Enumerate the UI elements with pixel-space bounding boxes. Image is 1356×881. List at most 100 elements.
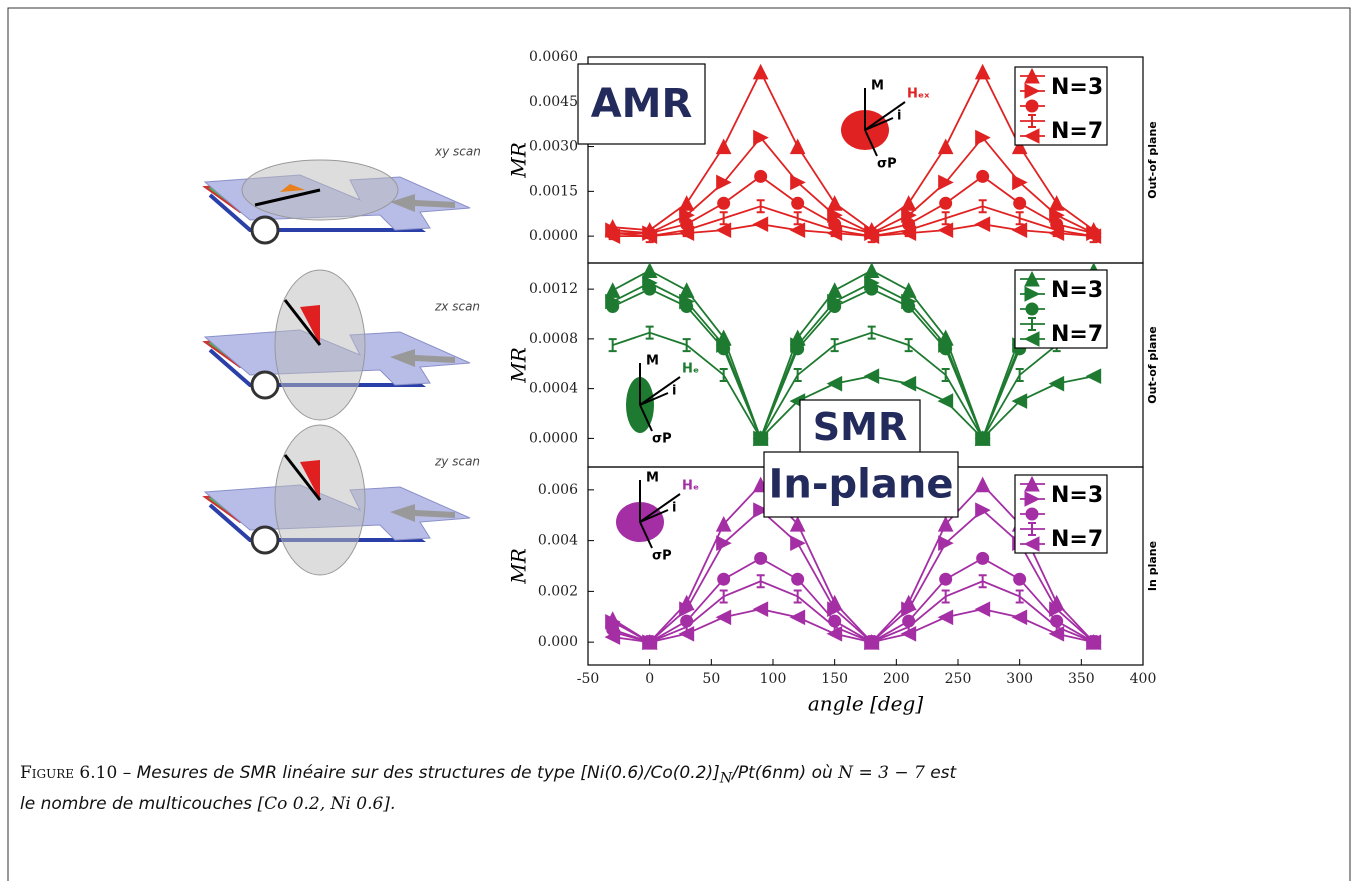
legend-marker — [1028, 114, 1036, 128]
marker — [719, 367, 728, 382]
marker — [978, 199, 987, 214]
marker — [752, 216, 769, 232]
marker — [1011, 393, 1028, 409]
inset-label: M — [646, 354, 659, 369]
y-tick-label: 0.000 — [538, 634, 578, 650]
marker — [1011, 138, 1028, 155]
series-line — [612, 483, 1095, 644]
legend-marker — [1024, 491, 1041, 507]
marker — [608, 338, 617, 353]
marker — [974, 476, 991, 493]
marker — [752, 430, 769, 447]
scan-label: zy scan — [434, 455, 480, 469]
voltmeter — [250, 370, 280, 400]
inset-axes — [639, 363, 681, 432]
marker — [863, 368, 880, 385]
annotation-box — [763, 451, 959, 518]
voltmeter — [250, 525, 280, 555]
marker — [1011, 609, 1028, 626]
marker — [865, 282, 879, 296]
marker — [830, 338, 839, 353]
marker — [1048, 625, 1065, 642]
caption-sub: N — [719, 770, 733, 787]
marker — [863, 262, 880, 278]
marker — [1048, 225, 1065, 241]
moment — [283, 454, 322, 501]
series-line — [612, 580, 1095, 644]
y-tick-label: 0.0012 — [529, 281, 578, 297]
legend-marker — [1023, 128, 1040, 144]
y-tick-label: 0.0030 — [529, 139, 578, 155]
marker — [867, 325, 876, 340]
marker — [941, 211, 950, 226]
inset-axes — [864, 88, 906, 157]
marker — [939, 196, 953, 210]
scan-diagram: zx scan — [202, 269, 480, 421]
x-tick-label: -50 — [577, 671, 600, 687]
series-line — [760, 375, 1094, 440]
marker — [793, 367, 802, 382]
side-label: Out-of plane — [1146, 326, 1159, 404]
marker — [1011, 222, 1028, 238]
marker — [938, 174, 954, 191]
inset-axes — [639, 480, 681, 549]
marker — [937, 138, 954, 155]
caption-math: N = 3 − 7 — [838, 763, 925, 783]
marker — [938, 535, 954, 551]
marker — [863, 634, 880, 650]
marker — [974, 430, 991, 447]
marker — [974, 216, 991, 232]
inset-label: i — [672, 384, 676, 399]
marker — [641, 634, 658, 650]
current-arrow — [390, 349, 455, 367]
marker — [975, 502, 991, 518]
caption-text: le nombre de multicouches — [20, 794, 253, 815]
marker — [715, 222, 732, 238]
inset-label: M — [646, 471, 659, 486]
y-tick-label: 0.004 — [538, 533, 578, 549]
marker — [937, 609, 954, 626]
marker — [643, 282, 657, 296]
marker — [1012, 174, 1028, 191]
marker — [1013, 196, 1027, 210]
legend-marker — [1025, 507, 1039, 521]
marker — [793, 589, 802, 604]
scan-label: zx scan — [434, 300, 480, 314]
marker — [604, 282, 621, 298]
marker — [900, 225, 917, 241]
marker — [1085, 634, 1102, 650]
marker — [679, 601, 695, 617]
marker — [604, 228, 621, 244]
legend-label: N=3 — [1051, 75, 1103, 100]
marker — [974, 63, 991, 80]
marker — [716, 535, 732, 551]
inset-label: i — [897, 109, 901, 124]
y-tick-label: 0.0000 — [529, 430, 578, 446]
legend-label: N=3 — [1051, 278, 1103, 303]
marker — [754, 169, 768, 183]
caption-text: est — [930, 763, 957, 783]
marker — [1049, 601, 1065, 617]
frame — [7, 7, 1351, 881]
marker — [1048, 375, 1065, 392]
marker — [789, 138, 806, 155]
marker — [717, 342, 731, 356]
current-arrow — [390, 194, 455, 212]
marker — [719, 211, 728, 226]
y-tick-label: 0.0000 — [529, 228, 578, 244]
legend-label: N=3 — [1051, 483, 1103, 508]
annotation: AMR — [591, 81, 693, 127]
marker — [978, 574, 987, 589]
y-axis-label: MR — [507, 548, 531, 585]
marker — [826, 282, 843, 298]
legend-marker — [1023, 536, 1040, 552]
series-line — [612, 557, 1095, 644]
x-tick-label: 150 — [821, 671, 848, 687]
series-line — [612, 331, 1094, 441]
series-line — [612, 136, 1095, 235]
legend-marker — [1024, 286, 1041, 302]
marker — [974, 601, 991, 617]
y-tick-label: 0.0045 — [529, 94, 578, 110]
marker — [863, 228, 880, 244]
